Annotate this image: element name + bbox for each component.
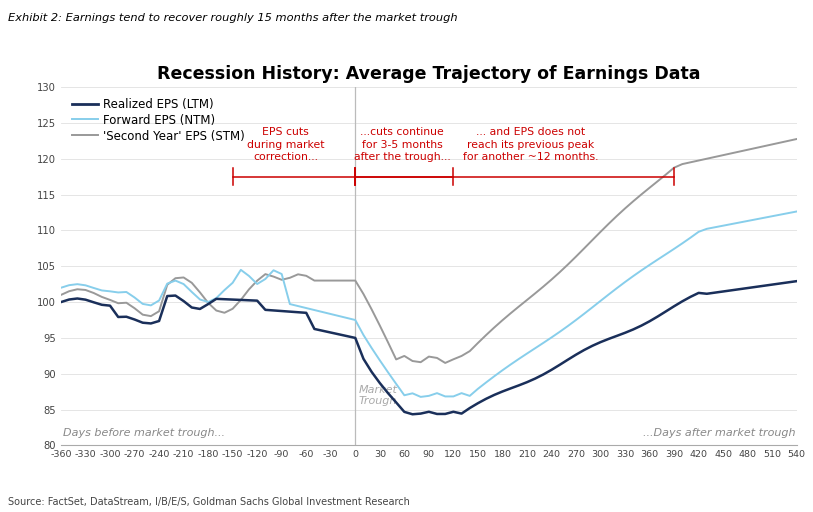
Text: Days before market trough...: Days before market trough... xyxy=(63,428,224,438)
Text: ...Days after market trough: ...Days after market trough xyxy=(642,428,795,438)
Realized EPS (LTM) xyxy=(228,296,237,303)
Forward EPS (NTM) xyxy=(146,302,156,308)
Line: Realized EPS (LTM): Realized EPS (LTM) xyxy=(61,281,797,414)
Text: ... and EPS does not
reach its previous peak
for another ~12 months.: ... and EPS does not reach its previous … xyxy=(463,126,599,162)
Text: Exhibit 2: Earnings tend to recover roughly 15 months after the market trough: Exhibit 2: Earnings tend to recover roug… xyxy=(8,13,458,23)
'Second Year' EPS (STM) xyxy=(441,360,450,366)
'Second Year' EPS (STM) xyxy=(56,292,66,298)
Text: ...cuts continue
for 3-5 months
after the trough...: ...cuts continue for 3-5 months after th… xyxy=(354,126,450,162)
Forward EPS (NTM) xyxy=(784,210,793,216)
'Second Year' EPS (STM) xyxy=(228,306,237,312)
Realized EPS (LTM) xyxy=(685,294,695,300)
Realized EPS (LTM) xyxy=(776,281,785,287)
Realized EPS (LTM) xyxy=(784,279,793,285)
Line: 'Second Year' EPS (STM): 'Second Year' EPS (STM) xyxy=(61,139,797,363)
Text: EPS cuts
during market
correction...: EPS cuts during market correction... xyxy=(247,126,324,162)
Text: Source: FactSet, DataStream, I/B/E/S, Goldman Sachs Global Investment Research: Source: FactSet, DataStream, I/B/E/S, Go… xyxy=(8,497,410,507)
Realized EPS (LTM) xyxy=(792,278,802,284)
Legend: Realized EPS (LTM), Forward EPS (NTM), 'Second Year' EPS (STM): Realized EPS (LTM), Forward EPS (NTM), '… xyxy=(67,93,250,147)
Realized EPS (LTM) xyxy=(146,321,156,327)
Text: Market
Trough: Market Trough xyxy=(359,385,398,406)
Realized EPS (LTM) xyxy=(56,299,66,305)
'Second Year' EPS (STM) xyxy=(784,138,793,144)
Line: Forward EPS (NTM): Forward EPS (NTM) xyxy=(61,211,797,397)
Realized EPS (LTM) xyxy=(407,411,417,417)
Forward EPS (NTM) xyxy=(415,394,425,400)
Forward EPS (NTM) xyxy=(56,285,66,291)
Title: Recession History: Average Trajectory of Earnings Data: Recession History: Average Trajectory of… xyxy=(157,65,701,83)
'Second Year' EPS (STM) xyxy=(146,313,156,319)
'Second Year' EPS (STM) xyxy=(776,140,785,146)
Forward EPS (NTM) xyxy=(776,211,785,218)
Forward EPS (NTM) xyxy=(244,273,254,279)
Forward EPS (NTM) xyxy=(792,208,802,215)
Forward EPS (NTM) xyxy=(228,280,237,286)
Forward EPS (NTM) xyxy=(685,234,695,241)
'Second Year' EPS (STM) xyxy=(685,159,695,165)
'Second Year' EPS (STM) xyxy=(792,136,802,142)
'Second Year' EPS (STM) xyxy=(244,286,254,292)
Realized EPS (LTM) xyxy=(244,297,254,304)
